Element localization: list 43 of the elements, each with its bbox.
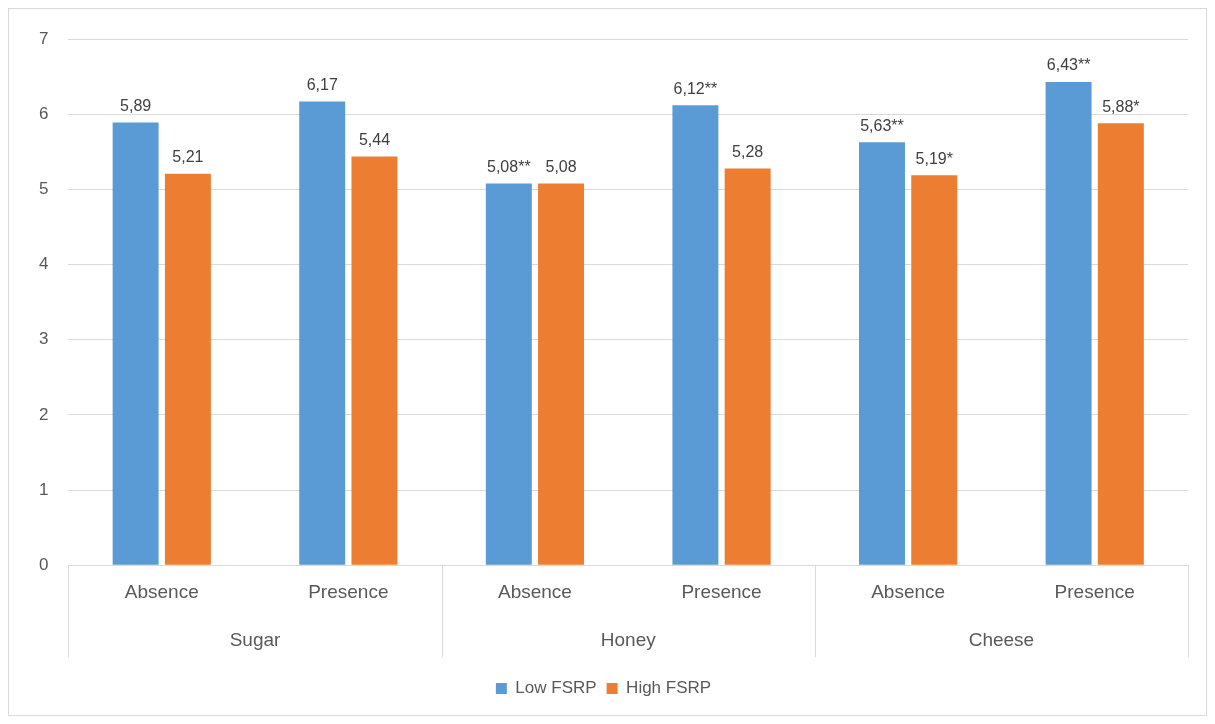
x-tick-label: Absence xyxy=(124,580,199,602)
y-tick-label: 7 xyxy=(38,28,49,48)
data-label: 6,43** xyxy=(1046,56,1091,74)
bar xyxy=(112,122,159,565)
bar xyxy=(724,168,771,565)
data-label: 5,44 xyxy=(358,130,391,148)
data-label: 5,08 xyxy=(545,157,577,175)
data-label: 5,88* xyxy=(1102,97,1140,115)
bar xyxy=(1045,82,1092,565)
y-tick-label: 1 xyxy=(38,479,49,499)
data-label: 6,12** xyxy=(673,79,718,97)
text: Sugar xyxy=(229,629,282,651)
bar xyxy=(299,101,346,565)
data-label: 6,17 xyxy=(306,75,338,93)
data-label: 5,28 xyxy=(732,142,764,160)
data-label: 5,63** xyxy=(860,116,904,134)
bar xyxy=(859,142,905,565)
bar xyxy=(164,173,211,565)
bar xyxy=(485,183,532,565)
y-tick-label: 4 xyxy=(38,254,49,274)
y-tick-label: 0 xyxy=(38,554,49,574)
x-tick-label: Absence xyxy=(871,580,946,602)
bar xyxy=(538,183,585,565)
text: Cheese xyxy=(968,629,1035,651)
data-label: 5,21 xyxy=(172,148,204,166)
y-tick-label: 6 xyxy=(38,104,49,124)
x-tick-label: Presence xyxy=(308,580,389,602)
y-tick-label: 2 xyxy=(38,404,49,424)
legend-label: High FSRP xyxy=(626,678,712,698)
legend-label: Low FSRP xyxy=(515,678,597,698)
data-label: 5,19* xyxy=(915,149,953,167)
bar xyxy=(351,156,398,565)
data-label: 5,89 xyxy=(120,97,152,115)
text: Honey xyxy=(600,629,657,651)
bar xyxy=(672,105,719,565)
data-label: 5,08** xyxy=(487,157,531,175)
y-tick-label: 5 xyxy=(38,179,49,199)
bar xyxy=(911,175,958,565)
bar xyxy=(1097,123,1144,565)
y-tick-label: 3 xyxy=(38,329,49,349)
x-tick-label: Absence xyxy=(497,580,572,602)
x-tick-label: Presence xyxy=(1054,580,1135,602)
x-tick-label: Presence xyxy=(681,580,762,602)
